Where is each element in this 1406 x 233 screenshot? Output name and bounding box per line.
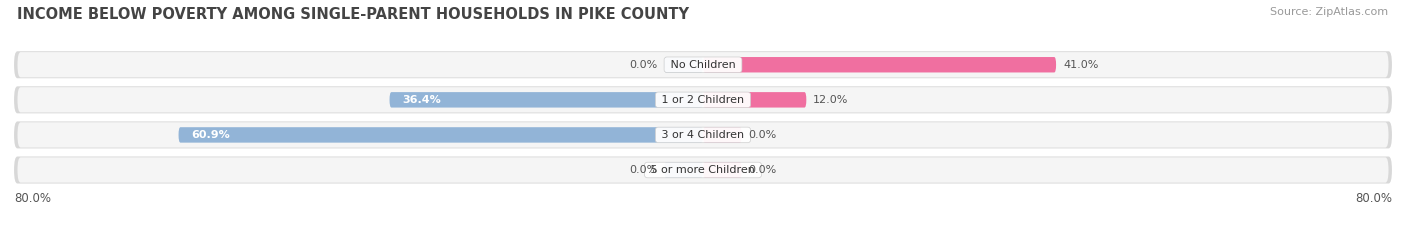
Text: 36.4%: 36.4%	[402, 95, 441, 105]
Text: 1 or 2 Children: 1 or 2 Children	[658, 95, 748, 105]
FancyBboxPatch shape	[703, 127, 742, 143]
FancyBboxPatch shape	[389, 92, 703, 108]
FancyBboxPatch shape	[703, 162, 742, 178]
FancyBboxPatch shape	[17, 52, 1389, 77]
Text: Source: ZipAtlas.com: Source: ZipAtlas.com	[1270, 7, 1388, 17]
Text: 80.0%: 80.0%	[14, 192, 51, 205]
Text: 0.0%: 0.0%	[628, 60, 658, 70]
FancyBboxPatch shape	[14, 121, 1392, 148]
FancyBboxPatch shape	[703, 92, 807, 108]
Text: No Children: No Children	[666, 60, 740, 70]
Text: 0.0%: 0.0%	[748, 130, 778, 140]
Text: 5 or more Children: 5 or more Children	[647, 165, 759, 175]
Text: 80.0%: 80.0%	[1355, 192, 1392, 205]
Text: 60.9%: 60.9%	[191, 130, 231, 140]
FancyBboxPatch shape	[664, 57, 703, 72]
Text: 41.0%: 41.0%	[1063, 60, 1098, 70]
Text: 0.0%: 0.0%	[748, 165, 778, 175]
Text: INCOME BELOW POVERTY AMONG SINGLE-PARENT HOUSEHOLDS IN PIKE COUNTY: INCOME BELOW POVERTY AMONG SINGLE-PARENT…	[17, 7, 689, 22]
Text: 0.0%: 0.0%	[628, 165, 658, 175]
Text: 3 or 4 Children: 3 or 4 Children	[658, 130, 748, 140]
FancyBboxPatch shape	[17, 87, 1389, 113]
FancyBboxPatch shape	[703, 57, 1056, 72]
FancyBboxPatch shape	[14, 86, 1392, 113]
Text: 12.0%: 12.0%	[813, 95, 849, 105]
FancyBboxPatch shape	[14, 157, 1392, 184]
FancyBboxPatch shape	[17, 157, 1389, 183]
FancyBboxPatch shape	[17, 122, 1389, 147]
FancyBboxPatch shape	[14, 51, 1392, 78]
FancyBboxPatch shape	[179, 127, 703, 143]
FancyBboxPatch shape	[664, 162, 703, 178]
